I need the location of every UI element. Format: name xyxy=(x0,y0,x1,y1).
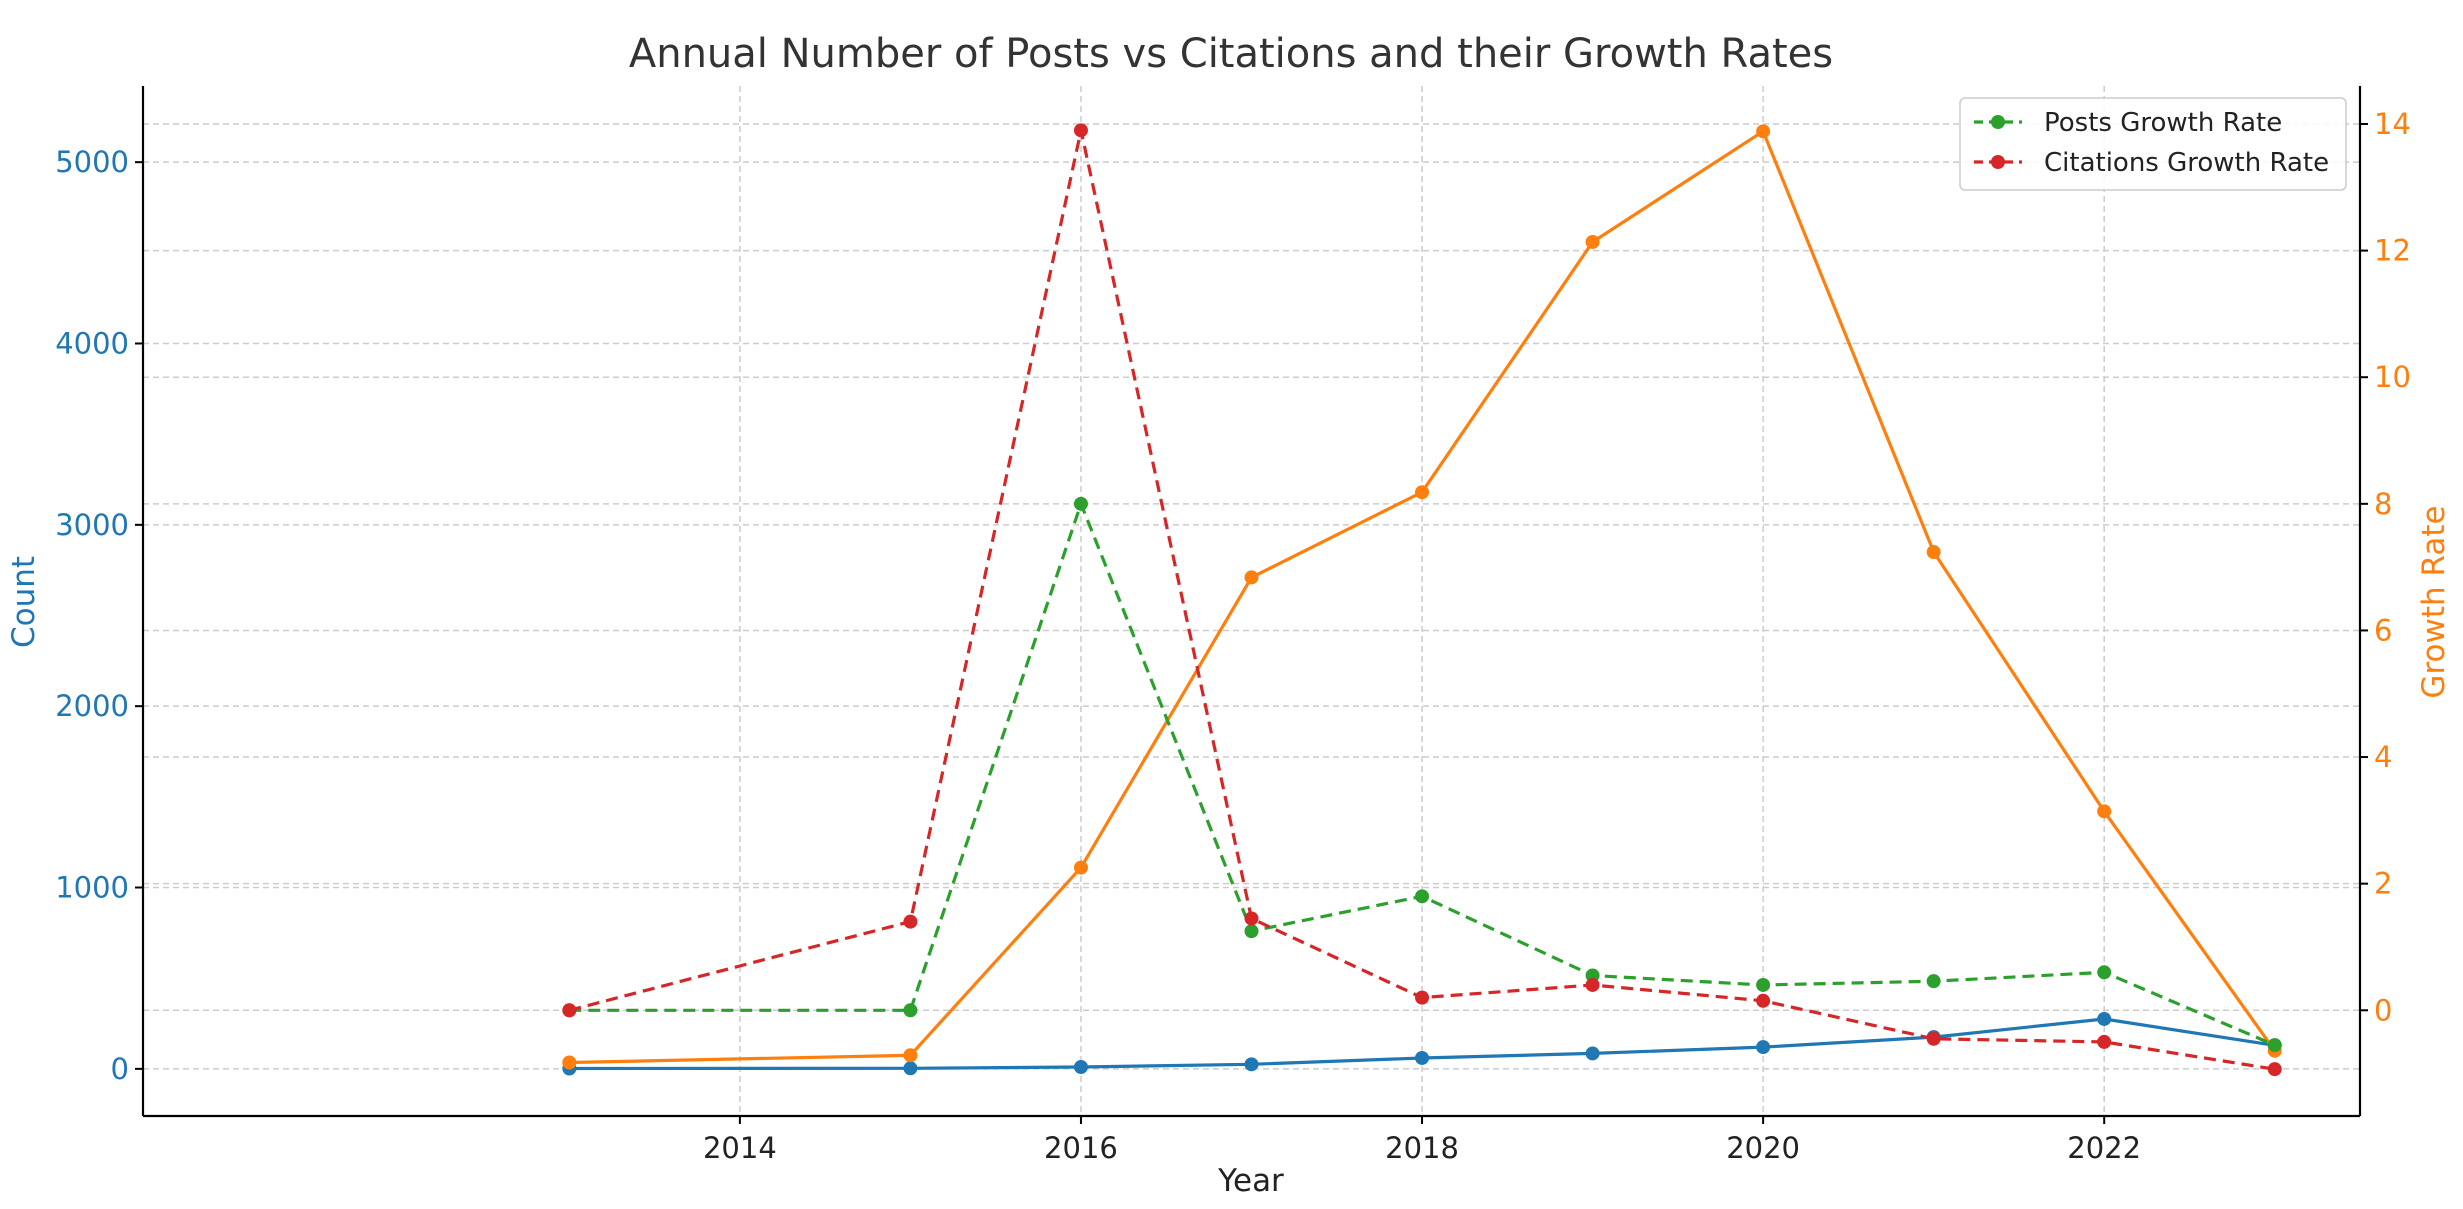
legend-marker-posts-growth-rate xyxy=(1991,115,2005,129)
posts-growth-rate-point xyxy=(1756,977,1771,992)
posts-point xyxy=(1585,1046,1600,1061)
x-axis-label: Year xyxy=(1217,1163,1284,1199)
posts-growth-rate-point xyxy=(1926,974,1941,989)
citations-growth-rate-point xyxy=(562,1003,577,1018)
posts-growth-rate-point xyxy=(1415,889,1430,904)
citations-point xyxy=(1415,485,1430,500)
legend: Posts Growth Rate Citations Growth Rate xyxy=(1959,97,2347,191)
y-axis-label-right: Growth Rate xyxy=(2416,505,2452,698)
series-layer xyxy=(562,123,2282,1077)
citations-growth-rate-point xyxy=(1073,123,1088,138)
x-tick-label: 2016 xyxy=(1044,1131,1118,1165)
citations-growth-rate-point xyxy=(1415,990,1430,1005)
citations-point xyxy=(562,1055,577,1070)
posts-growth-rate-point xyxy=(1073,496,1088,511)
chart-title: Annual Number of Posts vs Citations and … xyxy=(629,31,1833,77)
x-tick-label: 2014 xyxy=(703,1131,777,1165)
citations-growth-rate-point xyxy=(1244,911,1259,926)
y-right-tick-label: 4 xyxy=(2374,740,2392,774)
y-left-tick-label: 4000 xyxy=(55,327,129,361)
citations-point xyxy=(1244,570,1259,585)
posts-point xyxy=(2097,1011,2112,1026)
posts-growth-rate-point xyxy=(2097,965,2112,980)
citations-growth-rate-point xyxy=(903,914,918,929)
y-left-tick-label: 3000 xyxy=(55,508,129,542)
axes-layer: 0 1000 2000 3000 4000 5000 0 2 4 6 8 10 12 14 2014 2016… xyxy=(55,86,2411,1165)
citations-point xyxy=(2097,804,2112,819)
y-left-tick-label: 5000 xyxy=(55,145,129,179)
citations-growth-rate-point xyxy=(1585,977,1600,992)
posts-point xyxy=(1415,1050,1430,1065)
y-axis-label-left: Count xyxy=(6,556,42,648)
posts-point xyxy=(1756,1040,1771,1055)
x-tick-label: 2020 xyxy=(1726,1131,1800,1165)
y-right-tick-label: 12 xyxy=(2374,234,2411,268)
x-tick-label: 2022 xyxy=(2067,1131,2141,1165)
posts-growth-rate-point xyxy=(1244,924,1259,939)
legend-label-posts-growth-rate: Posts Growth Rate xyxy=(2044,108,2282,138)
posts-point xyxy=(903,1061,918,1076)
citations-point xyxy=(1756,124,1771,139)
x-tick-label: 2018 xyxy=(1385,1131,1459,1165)
citations-growth-rate-line xyxy=(568,128,2275,1071)
y-right-tick-label: 8 xyxy=(2374,487,2392,521)
citations-point xyxy=(1926,545,1941,560)
citations-point xyxy=(1585,234,1600,249)
y-right-tick-label: 0 xyxy=(2374,993,2392,1027)
y-left-tick-label: 2000 xyxy=(55,689,129,723)
citations-growth-rate-point xyxy=(1756,993,1771,1008)
y-right-tick-label: 10 xyxy=(2374,360,2411,394)
posts-point xyxy=(1073,1060,1088,1075)
posts-point xyxy=(1244,1057,1259,1072)
y-left-tick-label: 0 xyxy=(111,1052,129,1086)
posts-growth-rate-line xyxy=(569,502,2276,1047)
citations-growth-rate-point xyxy=(2097,1034,2112,1049)
citations-line xyxy=(569,129,2277,1065)
legend-label-citations-growth-rate: Citations Growth Rate xyxy=(2044,148,2329,178)
posts-growth-rate-point xyxy=(903,1003,918,1018)
citations-point xyxy=(1073,860,1088,875)
y-right-tick-label: 2 xyxy=(2374,867,2392,901)
citations-growth-rate-point xyxy=(1926,1031,1941,1046)
y-left-tick-label: 1000 xyxy=(55,871,129,905)
y-right-tick-label: 14 xyxy=(2374,107,2411,141)
citations-growth-rate-point xyxy=(2267,1062,2282,1077)
grid-layer xyxy=(143,86,2360,1116)
posts-growth-rate-point xyxy=(2267,1038,2282,1053)
posts-line xyxy=(569,1017,2275,1071)
legend-marker-citations-growth-rate xyxy=(1991,155,2005,169)
y-right-tick-label: 6 xyxy=(2374,613,2392,647)
citations-point xyxy=(903,1048,918,1063)
legend-box xyxy=(1959,97,2347,191)
